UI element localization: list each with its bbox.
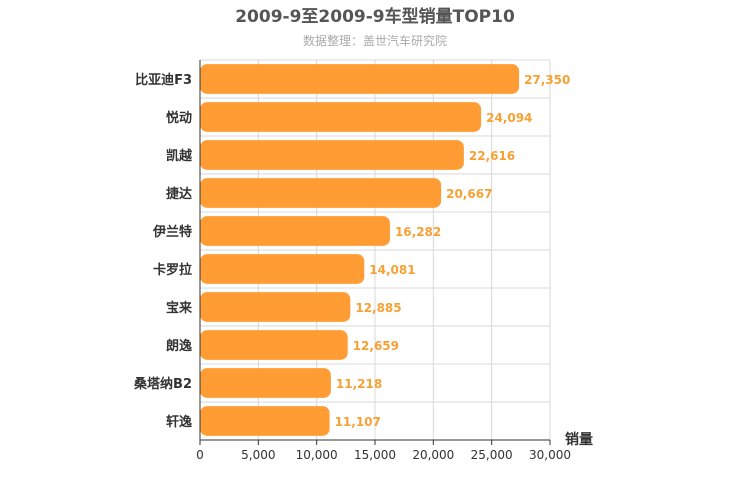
data-label: 14,081: [369, 263, 415, 277]
x-tick-label: 10,000: [296, 448, 338, 462]
data-label: 27,350: [524, 73, 570, 87]
category-label: 捷达: [166, 186, 192, 202]
bars: [200, 64, 520, 436]
category-label: 伊兰特: [152, 224, 192, 240]
bar: [200, 254, 365, 284]
data-label: 24,094: [486, 111, 532, 125]
category-label: 桑塔纳B2: [133, 376, 192, 392]
data-label: 11,107: [335, 415, 381, 429]
chart-subtitle: 数据整理：盖世汽车研究院: [303, 33, 447, 48]
category-label: 宝来: [166, 300, 193, 316]
bar: [200, 330, 348, 360]
bar: [200, 216, 390, 246]
data-label: 20,667: [446, 187, 492, 201]
category-label: 悦动: [166, 110, 192, 126]
labels: 0 5,000 10,000 15,000 20,000 25,000 30,000 比亚迪F…: [133, 72, 571, 462]
data-label: 22,616: [469, 149, 515, 163]
category-label: 卡罗拉: [153, 262, 192, 278]
bar: [200, 292, 351, 322]
x-tick-label: 5,000: [241, 448, 275, 462]
category-label: 朗逸: [166, 338, 192, 354]
category-label: 凯越: [166, 148, 193, 164]
data-label: 12,885: [355, 301, 401, 315]
x-tick-label: 25,000: [471, 448, 513, 462]
x-tick-label: 30,000: [529, 448, 571, 462]
bar: [200, 406, 330, 436]
bar: [200, 64, 520, 94]
bar: [200, 102, 482, 132]
bar: [200, 178, 442, 208]
data-label: 11,218: [336, 377, 382, 391]
category-label: 轩逸: [166, 414, 192, 430]
category-label: 比亚迪F3: [135, 72, 192, 88]
x-tick-label: 15,000: [354, 448, 396, 462]
x-tick-label: 20,000: [412, 448, 454, 462]
bar: [200, 140, 464, 170]
x-tick-label: 0: [196, 448, 204, 462]
data-label: 16,282: [395, 225, 441, 239]
bar: [200, 368, 331, 398]
data-label: 12,659: [353, 339, 399, 353]
chart-title: 2009-9至2009-9车型销量TOP10: [235, 6, 515, 27]
x-axis-title: 销量: [565, 431, 593, 448]
